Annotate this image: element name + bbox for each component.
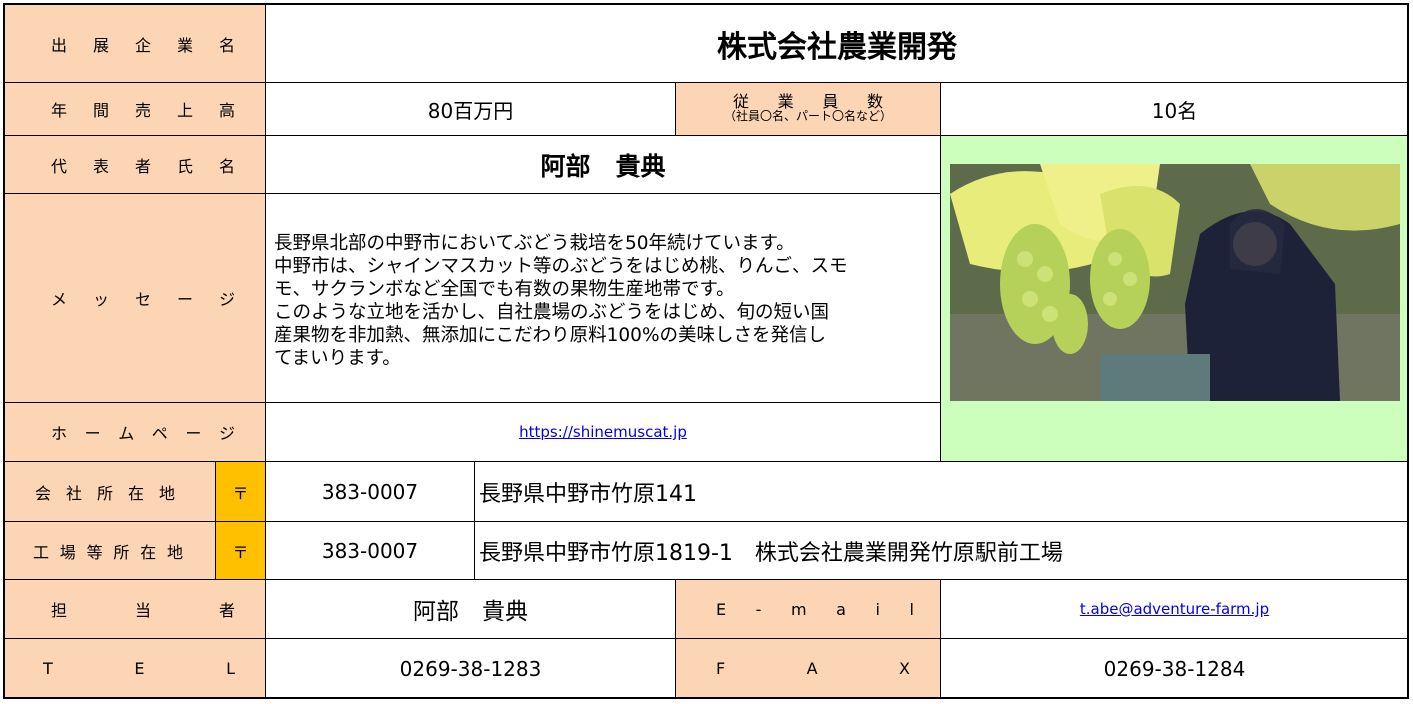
email-link[interactable]: t.abe@adventure-farm.jp [1079, 600, 1270, 618]
label: 会 社 所 在 地 [35, 483, 175, 503]
label-note: （社員〇名、パート〇名など） [723, 109, 892, 123]
label: 従 業 員 数 [733, 92, 883, 111]
tel: 0269-38-1283 [265, 638, 676, 699]
label: 担 当 者 [51, 601, 235, 620]
fax: 0269-38-1284 [940, 638, 1409, 699]
label-cell: メ ッ セ ー ジ [4, 193, 266, 403]
message-line: 長野県北部の中野市においてぶどう栽培を50年続けています。 [274, 233, 795, 254]
zip: 383-0007 [265, 521, 475, 580]
email-cell: t.abe@adventure-farm.jp [940, 579, 1409, 639]
company-name: 株式会社農業開発 [265, 4, 1409, 83]
label: T E L [43, 659, 235, 678]
homepage-link[interactable]: https://shinemuscat.jp [519, 423, 687, 441]
label-cell: T E L [4, 638, 266, 699]
homepage-cell: https://shinemuscat.jp [265, 402, 941, 462]
postal-mark: 〒 [215, 521, 266, 580]
label-cell: ホ ー ム ペ ー ジ [4, 402, 266, 462]
label-cell: 出 展 企 業 名 [4, 4, 266, 83]
label-cell: 会 社 所 在 地 [4, 461, 216, 522]
address: 長野県中野市竹原141 [474, 461, 1409, 522]
label-cell: 年 間 売 上 高 [4, 82, 266, 136]
label: 出 展 企 業 名 [51, 35, 235, 55]
label-cell: 代 表 者 氏 名 [4, 135, 266, 194]
label: 年 間 売 上 高 [51, 101, 235, 120]
label-cell: 従 業 員 数 （社員〇名、パート〇名など） [675, 82, 941, 136]
contact-name: 阿部 貴典 [265, 579, 676, 639]
message-line: てまいります。 [274, 348, 401, 369]
zip: 383-0007 [265, 461, 475, 522]
message-line: 産果物を非加熱、無添加にこだわり原料100%の美味しさを発信し [274, 325, 827, 346]
label: 工 場 等 所 在 地 [33, 542, 183, 562]
representative-name: 阿部 貴典 [265, 135, 941, 194]
label-cell: 担 当 者 [4, 579, 266, 639]
photo-cell [940, 135, 1409, 462]
label: メ ッ セ ー ジ [51, 290, 235, 309]
label-cell: E - m a i l [675, 579, 941, 639]
sales-value: 80百万円 [265, 82, 676, 136]
message-line: 中野市は、シャインマスカット等のぶどうをはじめ桃、りんご、スモ [274, 256, 848, 277]
label-cell: 工 場 等 所 在 地 [4, 521, 216, 580]
label: ホ ー ム ペ ー ジ [51, 424, 235, 443]
address: 長野県中野市竹原1819-1 株式会社農業開発竹原駅前工場 [474, 521, 1409, 580]
employees-value: 10名 [940, 82, 1409, 136]
message-line: モ、サクランボなど全国でも有数の果物生産地帯です。 [274, 279, 735, 300]
label: 代 表 者 氏 名 [51, 156, 235, 176]
label: F A X [716, 659, 910, 678]
message-line: このような立地を活かし、自社農場のぶどうをはじめ、旬の短い国 [274, 302, 830, 323]
label: E - m a i l [716, 599, 914, 619]
photo [949, 164, 1400, 401]
label-cell: F A X [675, 638, 941, 699]
postal-mark: 〒 [215, 461, 266, 522]
message: 長野県北部の中野市においてぶどう栽培を50年続けています。 中野市は、シャインマス… [265, 193, 941, 403]
